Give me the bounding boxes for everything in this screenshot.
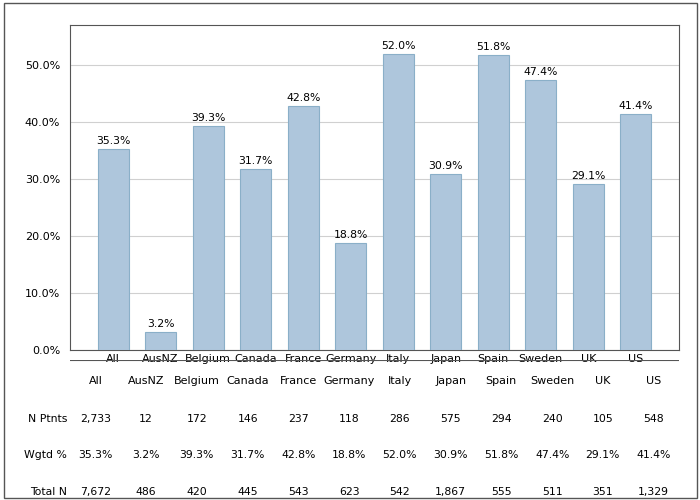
Text: Belgium: Belgium (174, 376, 220, 386)
Text: 575: 575 (440, 414, 461, 424)
Text: 294: 294 (491, 414, 512, 424)
Text: 42.8%: 42.8% (286, 93, 321, 103)
Text: 445: 445 (237, 486, 258, 496)
Text: 51.8%: 51.8% (484, 450, 519, 460)
Text: 286: 286 (390, 414, 410, 424)
Text: 47.4%: 47.4% (524, 67, 558, 77)
Text: 39.3%: 39.3% (180, 450, 214, 460)
Text: 35.3%: 35.3% (96, 136, 130, 146)
Text: 51.8%: 51.8% (476, 42, 510, 52)
Text: 548: 548 (643, 414, 664, 424)
Text: 486: 486 (136, 486, 156, 496)
Text: 543: 543 (288, 486, 309, 496)
Text: 52.0%: 52.0% (383, 450, 417, 460)
Bar (478, 54, 509, 350)
Text: 240: 240 (542, 414, 563, 424)
Text: 542: 542 (390, 486, 410, 496)
Bar (240, 170, 271, 350)
Text: 52.0%: 52.0% (381, 40, 416, 50)
Text: 12: 12 (139, 414, 153, 424)
Text: 1,867: 1,867 (435, 486, 466, 496)
Text: 1,329: 1,329 (638, 486, 669, 496)
Text: AusNZ: AusNZ (128, 376, 164, 386)
Text: 2,733: 2,733 (80, 414, 111, 424)
Text: 237: 237 (288, 414, 309, 424)
Text: 623: 623 (339, 486, 359, 496)
Text: Sweden: Sweden (530, 376, 574, 386)
Text: 172: 172 (187, 414, 207, 424)
Text: Spain: Spain (486, 376, 517, 386)
Text: 18.8%: 18.8% (332, 450, 366, 460)
Text: All: All (88, 376, 102, 386)
Text: 146: 146 (237, 414, 258, 424)
Text: 29.1%: 29.1% (586, 450, 620, 460)
Text: 41.4%: 41.4% (636, 450, 671, 460)
Bar (383, 54, 414, 350)
Text: 42.8%: 42.8% (281, 450, 316, 460)
Text: 31.7%: 31.7% (230, 450, 265, 460)
Text: France: France (280, 376, 317, 386)
Bar (620, 114, 651, 350)
Text: Japan: Japan (435, 376, 466, 386)
Text: 420: 420 (186, 486, 207, 496)
Text: 105: 105 (592, 414, 613, 424)
Text: 31.7%: 31.7% (239, 156, 273, 166)
Text: Total N: Total N (30, 486, 67, 496)
Text: 29.1%: 29.1% (571, 171, 606, 181)
Text: 3.2%: 3.2% (132, 450, 160, 460)
Text: 7,672: 7,672 (80, 486, 111, 496)
Text: Germany: Germany (323, 376, 375, 386)
Bar (193, 126, 223, 350)
Bar (430, 174, 461, 350)
Bar (98, 148, 129, 350)
Text: 35.3%: 35.3% (78, 450, 113, 460)
Text: US: US (646, 376, 662, 386)
Text: Canada: Canada (226, 376, 269, 386)
Text: 351: 351 (593, 486, 613, 496)
Text: 30.9%: 30.9% (428, 161, 463, 171)
Bar (145, 332, 176, 350)
Bar (335, 243, 366, 350)
Bar (526, 80, 557, 350)
Bar (288, 106, 318, 350)
Text: 41.4%: 41.4% (619, 101, 653, 111)
Bar (573, 184, 604, 350)
Text: 47.4%: 47.4% (535, 450, 569, 460)
Text: 39.3%: 39.3% (191, 113, 225, 123)
Text: 3.2%: 3.2% (147, 319, 174, 329)
Text: 18.8%: 18.8% (334, 230, 368, 240)
Text: UK: UK (595, 376, 610, 386)
Text: 511: 511 (542, 486, 562, 496)
Text: N Ptnts: N Ptnts (27, 414, 67, 424)
Text: Wgtd %: Wgtd % (24, 450, 67, 460)
Text: 30.9%: 30.9% (433, 450, 468, 460)
Text: 555: 555 (491, 486, 512, 496)
Text: Italy: Italy (388, 376, 412, 386)
Text: 118: 118 (339, 414, 359, 424)
